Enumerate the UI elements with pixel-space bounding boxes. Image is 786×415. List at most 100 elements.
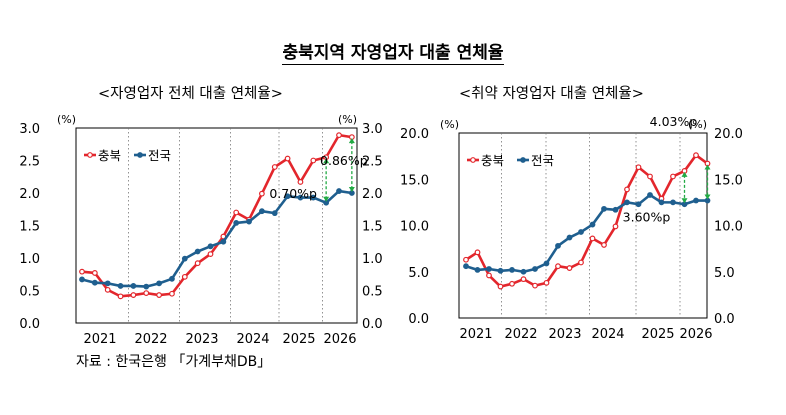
data-point-chungbuk xyxy=(297,179,304,185)
data-point-national xyxy=(555,242,561,249)
data-point-chungbuk xyxy=(207,251,214,258)
data-point-chungbuk xyxy=(310,157,317,164)
x-tick-label: 2024 xyxy=(236,332,269,347)
legend-swatch-marker xyxy=(87,152,93,158)
gap-arrowhead-down xyxy=(681,198,688,204)
y-tick-label-right: 1.5 xyxy=(362,220,383,235)
gap-annotation: 0.70%p xyxy=(269,186,317,201)
data-point-national xyxy=(647,192,653,198)
gap-annotation: 3.60%p xyxy=(623,210,671,225)
data-point-national xyxy=(297,194,304,201)
x-tick-label: 2025 xyxy=(641,327,674,342)
data-point-national xyxy=(509,266,515,273)
data-point-national xyxy=(474,266,481,273)
data-point-national xyxy=(520,268,527,275)
x-tick-label: 2024 xyxy=(591,327,624,342)
gap-annotation: 0.86%p xyxy=(320,153,368,168)
data-point-national xyxy=(104,280,111,287)
data-point-national xyxy=(310,194,317,201)
legend-label: 충북 xyxy=(481,153,504,168)
y-tick-label-left: 2.0 xyxy=(19,187,40,202)
y-tick-label-left: 10.0 xyxy=(400,220,429,235)
data-point-national xyxy=(181,255,188,262)
x-tick-label: 2022 xyxy=(504,327,537,342)
data-point-chungbuk xyxy=(104,286,111,293)
data-point-national xyxy=(143,283,150,290)
data-point-chungbuk xyxy=(91,270,98,276)
data-point-national xyxy=(220,238,227,245)
gap-arrowhead-down xyxy=(323,196,330,202)
legend-label: 충북 xyxy=(98,148,121,163)
data-point-national xyxy=(497,267,504,274)
data-point-chungbuk xyxy=(181,273,188,280)
legend-swatch-marker xyxy=(520,157,526,163)
chart-vulnerable-self-employed: 0.0 0.0 5.0 5.0 10.0 10.0 15.0 15.0 20.0 20.0 (%) (… xyxy=(400,114,743,342)
unit-label-left: (%) xyxy=(440,118,459,131)
x-tick-label: 2026 xyxy=(679,327,712,342)
data-point-national xyxy=(169,275,175,282)
x-tick-label: 2025 xyxy=(282,332,315,347)
data-point-national xyxy=(693,197,699,204)
y-tick-label-right: 3.0 xyxy=(362,122,383,137)
data-point-national xyxy=(156,280,163,287)
data-point-national xyxy=(532,266,538,272)
y-tick-label-right: 0.0 xyxy=(362,317,383,332)
data-point-national xyxy=(670,199,676,206)
data-point-chungbuk xyxy=(532,282,538,289)
y-tick-label-left: 3.0 xyxy=(19,122,40,137)
data-point-chungbuk xyxy=(578,259,584,266)
gap-arrowhead-down xyxy=(704,194,711,200)
gap-arrowhead-up xyxy=(323,158,330,164)
main-title-text: 충북지역 자영업자 대출 연체율 xyxy=(282,43,504,65)
data-point-chungbuk xyxy=(233,209,240,216)
data-point-national xyxy=(543,260,550,267)
main-title: 충북지역 자영업자 대출 연체율 xyxy=(0,38,786,65)
y-tick-label-left: 1.5 xyxy=(19,220,40,235)
data-point-chungbuk xyxy=(271,164,278,170)
unit-label-right: (%) xyxy=(338,113,357,126)
y-tick-label-left: 20.0 xyxy=(400,127,429,142)
data-point-chungbuk xyxy=(520,276,527,283)
data-point-chungbuk xyxy=(635,164,642,171)
y-tick-label-right: 15.0 xyxy=(714,173,743,188)
right-chart-title: <취약 자영업자 대출 연체율> xyxy=(459,86,644,102)
data-point-national xyxy=(635,201,642,208)
y-tick-label-left: 1.0 xyxy=(19,252,40,267)
gap-arrowhead-down xyxy=(348,187,355,192)
data-point-national xyxy=(130,283,137,289)
data-point-chungbuk xyxy=(259,190,265,197)
data-point-national xyxy=(79,276,85,283)
y-tick-label-right: 10.0 xyxy=(714,220,743,235)
data-point-national xyxy=(612,206,619,213)
y-tick-label-left: 0.5 xyxy=(19,285,40,300)
data-point-chungbuk xyxy=(463,256,469,263)
data-point-chungbuk xyxy=(589,235,596,242)
series-line-national xyxy=(81,189,353,288)
data-point-chungbuk xyxy=(670,173,676,180)
plot-frame xyxy=(75,127,358,324)
data-point-national xyxy=(259,208,265,215)
y-tick-label-left: 5.0 xyxy=(408,266,429,281)
unit-label-right: (%) xyxy=(688,118,707,131)
plot-frame xyxy=(458,132,708,319)
data-point-chungbuk xyxy=(143,290,150,297)
data-point-chungbuk xyxy=(647,173,653,180)
gap-arrowhead-up xyxy=(704,164,711,170)
source-note: 자료 : 한국은행 「가계부채DB」 xyxy=(76,354,272,370)
data-point-national xyxy=(601,205,607,212)
y-tick-label-right: 0.5 xyxy=(362,285,383,300)
data-point-national xyxy=(207,243,214,250)
x-tick-label: 2023 xyxy=(185,332,218,347)
data-point-national xyxy=(246,218,252,225)
data-point-chungbuk xyxy=(117,293,124,300)
data-point-national xyxy=(566,234,573,241)
data-point-national xyxy=(578,229,584,235)
data-point-chungbuk xyxy=(509,280,515,287)
data-point-national xyxy=(463,263,469,270)
data-point-national xyxy=(271,210,278,217)
y-tick-label-right: 2.0 xyxy=(362,187,383,202)
data-point-national xyxy=(117,283,124,289)
data-point-chungbuk xyxy=(497,283,504,290)
data-point-national xyxy=(233,219,240,226)
unit-label-left: (%) xyxy=(57,113,76,126)
